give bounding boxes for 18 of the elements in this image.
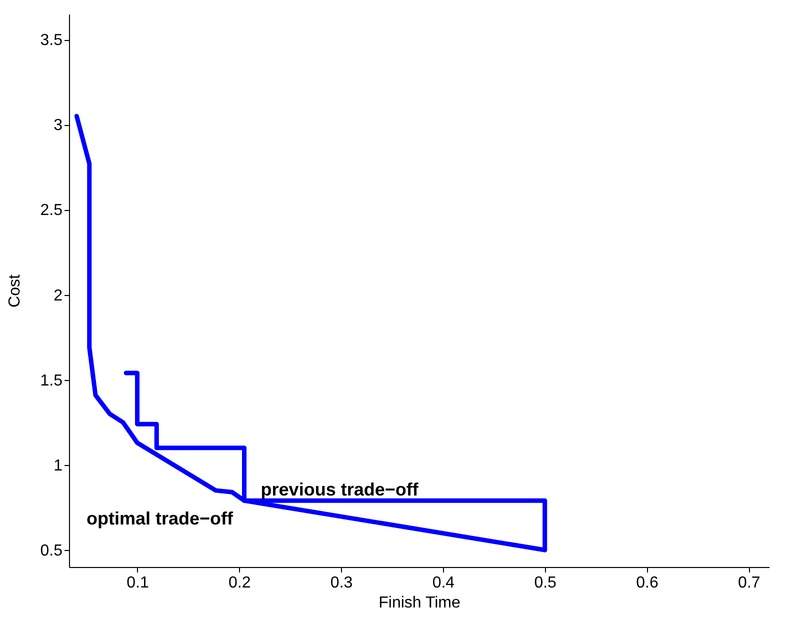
x-tick-label: 0.4	[432, 574, 455, 592]
y-tick-label: 3	[54, 117, 63, 134]
x-tick-label: 0.1	[126, 574, 149, 592]
y-tick-label: 0.5	[40, 542, 63, 560]
x-tick-label: 0.7	[738, 574, 760, 592]
x-tick-label: 0.2	[228, 574, 251, 592]
x-tick-label: 0.3	[330, 574, 353, 592]
y-tick-label: 2	[54, 287, 63, 304]
x-tick-label: 0.6	[636, 574, 658, 592]
y-tick-label: 1	[54, 457, 63, 474]
y-tick-label: 3.5	[40, 32, 63, 50]
annotation: optimal trade−off	[86, 508, 234, 528]
y-tick-label: 1.5	[40, 372, 63, 390]
annotation: previous trade−off	[260, 480, 420, 500]
y-tick-label: 2.5	[40, 202, 63, 220]
y-axis-title: Cost	[6, 274, 24, 308]
x-axis-title: Finish Time	[378, 594, 460, 612]
x-tick-label: 0.5	[534, 574, 557, 592]
